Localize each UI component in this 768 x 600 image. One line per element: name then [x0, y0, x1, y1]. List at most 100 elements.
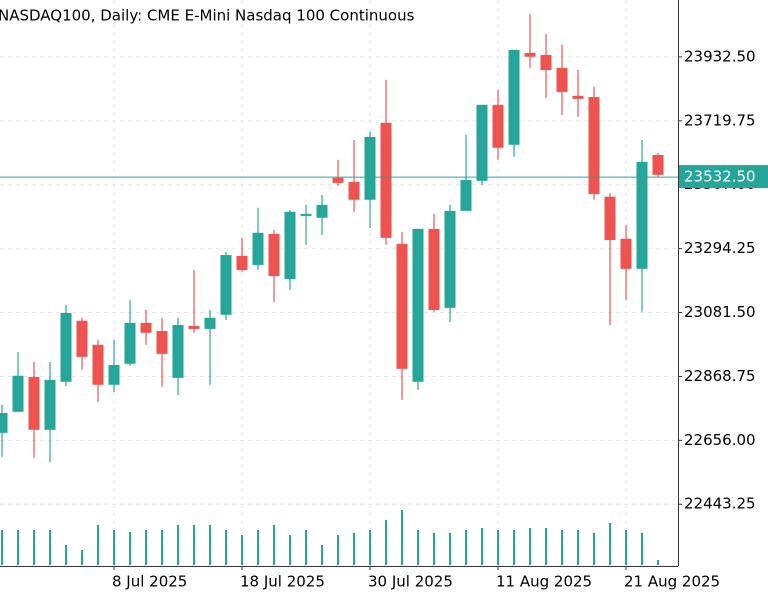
candle-body [636, 161, 648, 269]
candle-body [60, 312, 72, 382]
volume-bar [177, 525, 179, 565]
volume-bar [273, 525, 275, 565]
candle-body [284, 211, 296, 280]
volume-bar [465, 530, 467, 565]
candle-body [0, 413, 8, 433]
y-tick-label: 22868.75 [684, 367, 756, 385]
candle-body [316, 204, 328, 218]
y-tick-label: 22656.00 [684, 431, 756, 449]
candle-body [396, 243, 408, 369]
volume-bar [529, 528, 531, 565]
volume-bar [657, 560, 659, 565]
candle-body [444, 210, 456, 308]
volume-bar [241, 535, 243, 565]
volume-bar [289, 535, 291, 565]
x-tick-label: 21 Aug 2025 [624, 573, 720, 591]
last-price-label: 23532.50 [684, 168, 756, 186]
candle-body [268, 233, 280, 277]
volume-bar [641, 533, 643, 565]
volume-bar [161, 530, 163, 565]
candle-body [556, 67, 568, 92]
volume-bar [593, 533, 595, 565]
volume-bar [33, 530, 35, 565]
volume-bar [353, 533, 355, 565]
volume-bar [193, 525, 195, 565]
candle-body [124, 322, 136, 364]
candle-body [572, 95, 584, 99]
x-tick-label: 18 Jul 2025 [240, 573, 325, 591]
candle-body [348, 182, 360, 200]
y-tick-label: 23081.50 [684, 303, 756, 321]
candle-body [12, 375, 24, 412]
volume-bar [497, 530, 499, 565]
candle-body [76, 320, 88, 357]
y-tick-label: 23294.25 [684, 239, 756, 257]
candle-body [140, 322, 152, 333]
volume-bar [305, 530, 307, 565]
candle-body [428, 228, 440, 310]
volume-bar [129, 532, 131, 565]
candle-body [380, 122, 392, 238]
candle-body [332, 177, 344, 183]
volume-bar [337, 535, 339, 565]
volume-bar [209, 525, 211, 565]
candle-body [92, 344, 104, 385]
candle-body [540, 54, 552, 70]
volume-bar [561, 530, 563, 565]
volume-bar [385, 520, 387, 565]
volume-bar [1, 530, 3, 565]
volume-bar [81, 550, 83, 565]
candle-body [508, 49, 520, 145]
volume-bar [417, 530, 419, 565]
volume-bar [225, 530, 227, 565]
volume-bar [513, 530, 515, 565]
y-tick-label: 22443.25 [684, 495, 756, 513]
candle-body [364, 136, 376, 200]
candle-body [220, 255, 232, 315]
candle-body [44, 379, 56, 430]
last-price-box [679, 165, 768, 189]
volume-bar [49, 530, 51, 565]
candle-body [588, 97, 600, 195]
x-tick-label: 30 Jul 2025 [368, 573, 453, 591]
chart-title: NASDAQ100, Daily: CME E-Mini Nasdaq 100 … [0, 7, 415, 25]
candle-body [460, 179, 472, 211]
y-tick-label: 23719.75 [684, 111, 756, 129]
volume-bar [321, 545, 323, 565]
volume-bar [369, 530, 371, 565]
volume-bar [97, 525, 99, 565]
volume-bar [401, 510, 403, 565]
candle-body [412, 228, 424, 382]
y-tick-label: 23932.50 [684, 47, 756, 65]
volume-bar [257, 530, 259, 565]
candle-body [620, 238, 632, 269]
volume-bar [481, 528, 483, 565]
candle-body [252, 232, 264, 265]
candle-body [28, 376, 40, 430]
volume-bar [545, 528, 547, 565]
candle-body [156, 331, 168, 354]
candle-body [492, 104, 504, 148]
x-tick-label: 8 Jul 2025 [112, 573, 187, 591]
candle-body [476, 104, 488, 181]
volume-bar [145, 530, 147, 565]
volume-bar [65, 545, 67, 565]
x-tick-label: 11 Aug 2025 [496, 573, 592, 591]
volume-bar [17, 530, 19, 565]
volume-bar [113, 530, 115, 565]
volume-bar [433, 533, 435, 565]
volume-bar [449, 533, 451, 565]
candle-body [524, 52, 536, 57]
candle-body [300, 213, 312, 216]
volume-bar [625, 530, 627, 565]
volume-bar [609, 523, 611, 565]
candle-body [604, 196, 616, 240]
candle-body [108, 364, 120, 385]
candle-body [204, 317, 216, 329]
candle-body [652, 154, 664, 175]
candle-body [188, 325, 200, 329]
volume-bar [577, 530, 579, 565]
candle-body [236, 255, 248, 271]
